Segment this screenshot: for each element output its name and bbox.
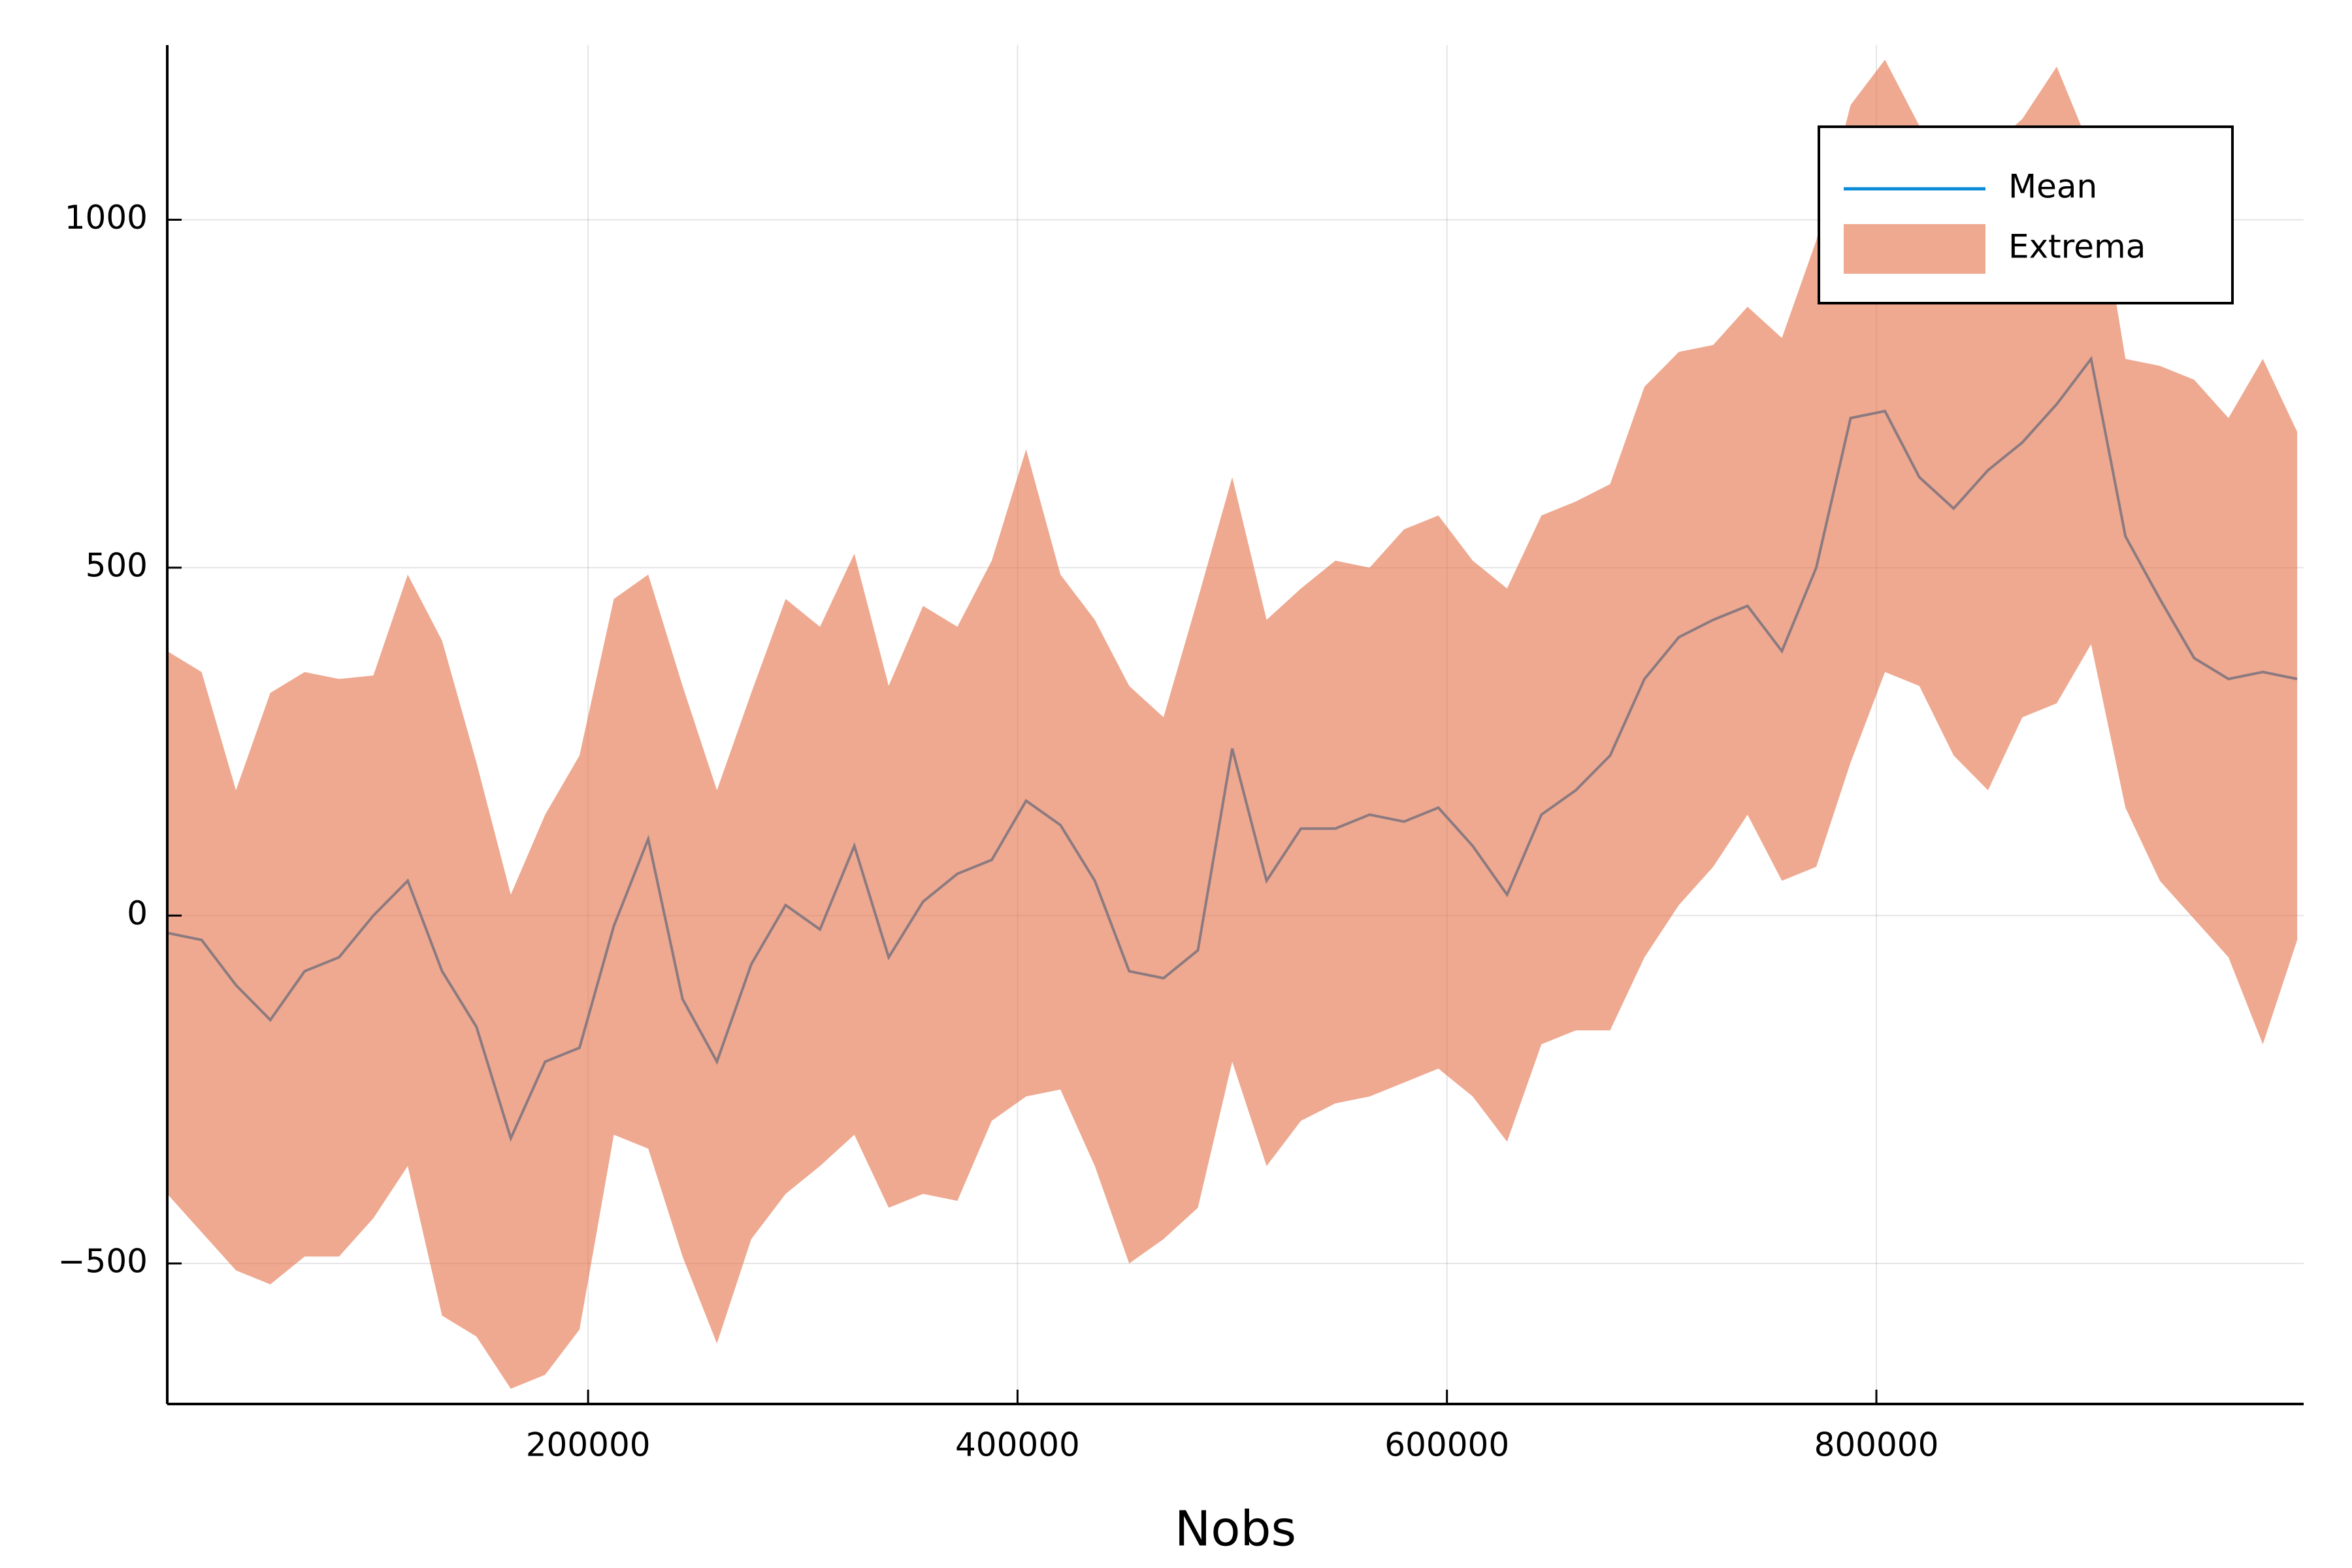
y-tick-label: −500 xyxy=(58,1242,148,1280)
y-tick-label: 1000 xyxy=(65,199,148,237)
legend-swatch xyxy=(1844,224,1985,274)
y-tick-label: 500 xyxy=(86,546,148,584)
x-tick-label: 800000 xyxy=(1814,1426,1939,1464)
x-tick-label: 400000 xyxy=(955,1426,1080,1464)
x-tick-label: 600000 xyxy=(1384,1426,1509,1464)
x-tick-label: 200000 xyxy=(526,1426,651,1464)
legend-label: Extrema xyxy=(2008,228,2146,266)
x-axis-label: Nobs xyxy=(1175,1501,1296,1558)
extrema-band xyxy=(167,59,2298,1389)
legend-label: Mean xyxy=(2008,168,2097,206)
y-tick-label: 0 xyxy=(127,894,148,932)
legend: Mean Extrema xyxy=(1818,125,2234,304)
legend-box xyxy=(1818,125,2234,304)
